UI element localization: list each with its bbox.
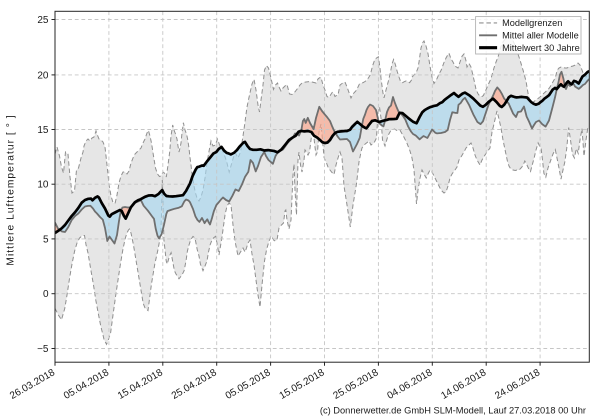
- svg-text:Mittlere Lufttemperatur [ ° ]: Mittlere Lufttemperatur [ ° ]: [6, 114, 17, 265]
- svg-text:Mittel aller Modelle: Mittel aller Modelle: [502, 31, 579, 41]
- svg-text:5: 5: [43, 234, 49, 245]
- svg-text:15: 15: [37, 125, 49, 136]
- svg-text:Modellgrenzen: Modellgrenzen: [502, 18, 562, 28]
- svg-text:10: 10: [37, 180, 49, 191]
- svg-text:−5: −5: [37, 344, 49, 355]
- svg-text:0: 0: [43, 289, 49, 300]
- svg-text:Mittelwert 30 Jahre: Mittelwert 30 Jahre: [502, 43, 580, 53]
- svg-text:(c) Donnerwetter.de GmbH SLM-M: (c) Donnerwetter.de GmbH SLM-Modell, Lau…: [320, 406, 586, 416]
- svg-text:25: 25: [37, 15, 49, 26]
- svg-text:20: 20: [37, 70, 49, 81]
